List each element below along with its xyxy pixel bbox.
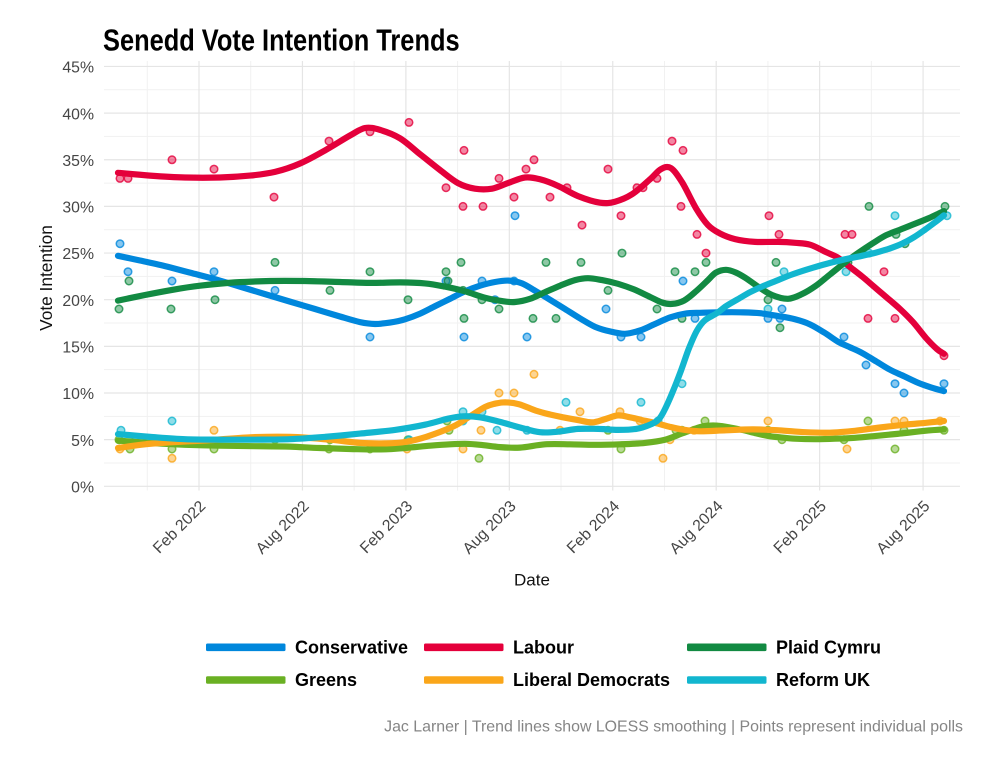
svg-text:30%: 30% [62,200,94,217]
svg-text:45%: 45% [62,60,94,77]
svg-text:Date: Date [514,571,550,590]
svg-text:35%: 35% [62,153,94,170]
svg-text:Labour: Labour [513,637,574,657]
svg-text:Vote Intention: Vote Intention [36,225,56,331]
svg-text:5%: 5% [71,433,94,450]
svg-text:Liberal Democrats: Liberal Democrats [513,670,670,690]
svg-text:Reform UK: Reform UK [776,670,870,690]
svg-text:Senedd Vote Intention Trends: Senedd Vote Intention Trends [103,23,460,58]
svg-text:Conservative: Conservative [295,637,408,657]
svg-text:Greens: Greens [295,670,357,690]
svg-text:Jac Larner | Trend lines show: Jac Larner | Trend lines show LOESS smoo… [384,719,963,736]
svg-text:40%: 40% [62,106,94,123]
svg-text:0%: 0% [71,480,94,497]
svg-text:20%: 20% [62,293,94,310]
svg-text:25%: 25% [62,246,94,263]
svg-text:Plaid Cymru: Plaid Cymru [776,637,881,657]
svg-text:10%: 10% [62,386,94,403]
svg-text:15%: 15% [62,340,94,357]
